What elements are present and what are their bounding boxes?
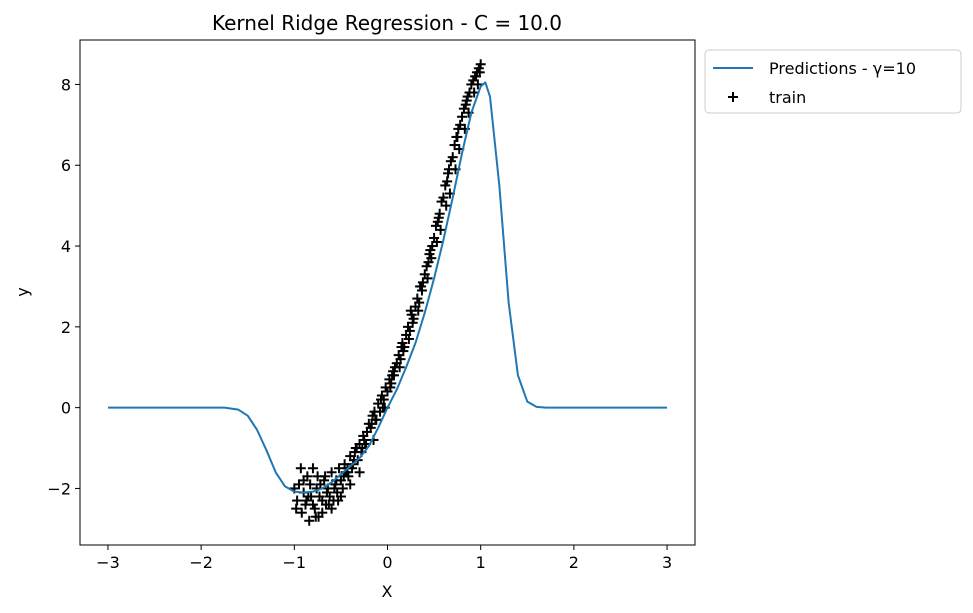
x-tick-label: 0 (382, 553, 392, 572)
legend-label-predictions: Predictions - γ=10 (769, 59, 916, 78)
train-point (320, 471, 331, 482)
train-point (307, 463, 318, 474)
train-point (413, 305, 424, 316)
y-axis-ticks: −2 0 2 4 6 8 (47, 75, 80, 498)
train-point (301, 495, 312, 506)
train-point (305, 479, 316, 490)
train-point (433, 212, 444, 223)
train-point (435, 224, 446, 235)
train-point (304, 515, 315, 526)
train-point (422, 273, 433, 284)
legend-plus-marker (728, 92, 738, 102)
y-tick-label: 4 (61, 237, 71, 256)
legend: Predictions - γ=10 train (704, 49, 962, 114)
train-point (307, 499, 318, 510)
train-point (457, 111, 468, 122)
y-tick-label: −2 (47, 479, 71, 498)
train-point (310, 511, 321, 522)
x-axis-ticks: −3 −2 −1 0 1 2 3 (96, 545, 672, 572)
train-point (472, 79, 483, 90)
y-axis-label: y (13, 287, 32, 296)
predictions-line-layer (107, 81, 668, 494)
train-point (416, 285, 427, 296)
train-point (398, 346, 409, 357)
train-point (385, 382, 396, 393)
train-point (321, 487, 332, 498)
y-tick-label: 6 (61, 156, 71, 175)
legend-label-train: train (769, 88, 806, 107)
train-point (345, 479, 356, 490)
x-tick-label: 2 (569, 553, 579, 572)
y-tick-label: 0 (61, 399, 71, 418)
train-point (295, 463, 306, 474)
train-point (317, 507, 328, 518)
train-point (394, 362, 405, 373)
train-point (447, 152, 458, 163)
train-point (431, 237, 442, 247)
train-point (461, 95, 472, 106)
train-point (296, 507, 307, 518)
x-tick-label: −3 (96, 553, 120, 572)
train-point (441, 200, 452, 211)
train-point (407, 317, 418, 328)
train-point (333, 495, 344, 506)
x-tick-label: −1 (283, 553, 307, 572)
train-point (370, 414, 381, 425)
train-point (298, 475, 309, 486)
train-point (452, 131, 463, 142)
train-point (389, 370, 400, 381)
train-point (443, 168, 454, 179)
x-tick-label: −2 (189, 553, 213, 572)
train-point (334, 463, 345, 474)
train-point (329, 483, 340, 494)
train-point (354, 467, 365, 478)
x-tick-label: 3 (662, 553, 672, 572)
chart-title: Kernel Ridge Regression - C = 10.0 (212, 11, 562, 35)
predictions-line (107, 81, 668, 494)
x-tick-label: 1 (476, 553, 486, 572)
x-axis-label: X (382, 582, 393, 601)
train-point (337, 483, 348, 494)
train-point (375, 394, 386, 405)
plot-area (107, 59, 668, 526)
train-point (314, 491, 325, 502)
train-point (403, 333, 414, 344)
train-point (426, 253, 437, 264)
y-tick-label: 8 (61, 75, 71, 94)
y-tick-label: 2 (61, 318, 71, 337)
train-point (474, 67, 485, 78)
train-point (323, 499, 334, 510)
train-point (326, 467, 337, 478)
train-point (291, 503, 302, 514)
train-point (438, 192, 449, 203)
legend-box (704, 49, 962, 114)
